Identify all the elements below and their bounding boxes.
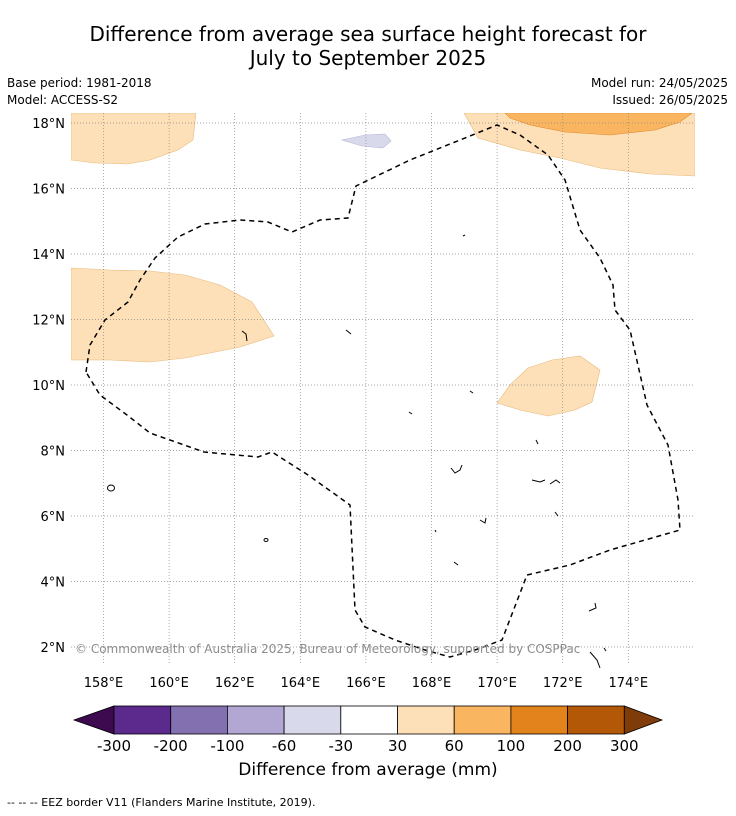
island [535,439,539,445]
colorbar-tick-label: -300 [97,737,131,755]
island [531,479,546,483]
lat-tick-label: 6°N [41,510,66,525]
meta-right: Model run: 24/05/2025 Issued: 26/05/2025 [591,75,728,109]
island [450,464,463,474]
longitude-labels: 158°E 160°E 162°E 164°E 166°E 168°E 170°E 172°E… [84,676,648,691]
colorbar-tick-label: 300 [610,737,639,755]
colorbar-segment [226,705,285,735]
lon-tick-label: 172°E [543,676,583,691]
lon-tick-label: 166°E [346,676,386,691]
anomaly-region-ne-core [504,113,693,136]
lat-tick-label: 4°N [41,576,66,591]
colorbar-segment [340,705,398,735]
eez-border [85,124,681,658]
island [107,484,115,492]
colorbar-tick-label: -30 [329,737,354,755]
colorbar-segment [283,705,342,735]
island [263,538,269,542]
map-copyright: © Commonwealth of Australia 2025, Bureau… [75,642,580,656]
eez-legend-note: -- -- -- EEZ border V11 (Flanders Marine… [7,796,316,809]
graticule [71,113,695,665]
island [408,411,413,415]
lat-tick-label: 8°N [41,445,66,460]
anomaly-region-negative [340,133,392,149]
anomaly-region-east [496,355,601,417]
meta-left: Base period: 1981-2018 Model: ACCESS-S2 [7,75,152,109]
colorbar-tick-label: 100 [497,737,526,755]
colorbar-tick-label: 30 [388,737,407,755]
island [345,329,352,335]
colorbar-extend-high [623,705,664,735]
lon-tick-label: 164°E [281,676,321,691]
colorbar-tick-label: -100 [210,737,244,755]
colorbar: -300 -200 -100 -60 -30 30 60 100 200 300 [72,705,664,755]
island [241,330,248,342]
colorbar-tick-label: 60 [445,737,464,755]
latitude-labels: 18°N 16°N 14°N 12°N 10°N 8°N 6°N 4°N 2°N [32,117,65,656]
lat-tick-label: 14°N [32,248,65,263]
island [434,529,437,533]
island [554,511,559,517]
colorbar-segment [170,705,228,735]
lat-tick-label: 10°N [32,379,65,394]
colorbar-segment [453,705,512,735]
colorbar-segment [397,705,455,735]
lon-tick-label: 158°E [84,676,124,691]
colorbar-segment [510,705,568,735]
colorbar-segment [567,705,625,735]
island [479,517,487,524]
island [453,561,459,566]
colorbar-label: Difference from average (mm) [238,760,498,780]
lat-tick-label: 18°N [32,117,65,132]
island [549,479,561,485]
chart-title: Difference from average sea surface heig… [0,22,736,70]
anomaly-region-nw [71,113,197,165]
colorbar-tick-label: 200 [553,737,582,755]
island [469,390,474,394]
issued-date: Issued: 26/05/2025 [612,93,728,107]
lat-tick-label: 12°N [32,314,65,329]
island [588,602,597,612]
colorbar-segment [113,705,172,735]
lat-tick-label: 16°N [32,183,65,198]
lon-tick-label: 170°E [477,676,517,691]
anomaly-fills [71,113,695,417]
title-line-2: July to September 2025 [249,46,487,70]
lon-tick-label: 162°E [215,676,255,691]
plot-background [71,113,695,665]
island [462,234,466,237]
colorbar-tick-label: -60 [272,737,297,755]
island [589,651,601,669]
island [603,647,607,652]
lat-tick-label: 2°N [41,641,66,656]
lon-tick-label: 174°E [609,676,649,691]
title-line-1: Difference from average sea surface heig… [89,22,647,46]
map-plot-area: © Commonwealth of Australia 2025, Bureau… [71,113,695,669]
colorbar-tick-label: -200 [154,737,188,755]
lon-tick-label: 168°E [412,676,452,691]
base-period: Base period: 1981-2018 [7,76,152,90]
model-name: Model: ACCESS-S2 [7,93,119,107]
model-run: Model run: 24/05/2025 [590,76,728,90]
colorbar-extend-low [72,705,115,735]
islands [107,234,607,669]
anomaly-region-west [71,267,275,363]
lon-tick-label: 160°E [149,676,189,691]
